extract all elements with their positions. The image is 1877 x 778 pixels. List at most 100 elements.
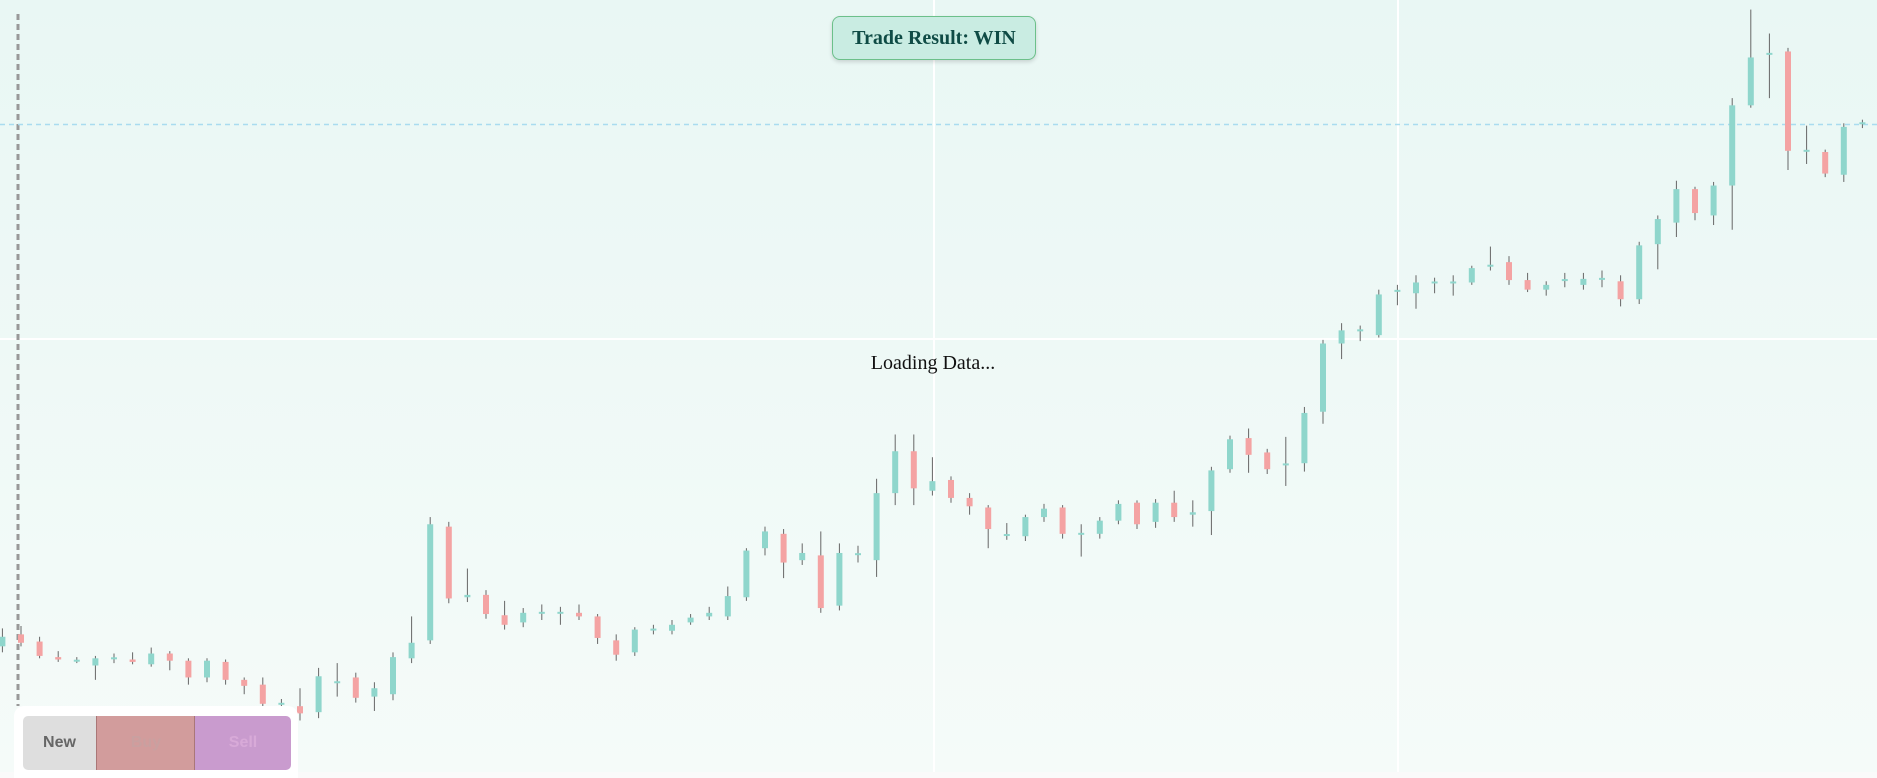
candle-body	[464, 594, 471, 598]
candle-body	[1096, 520, 1103, 534]
candle-body	[687, 617, 694, 623]
candle-body	[1450, 281, 1457, 284]
candle-body	[1729, 105, 1736, 186]
candle-body	[185, 660, 192, 678]
candle-body	[297, 706, 303, 714]
candle-body	[1208, 470, 1215, 512]
candle-body	[204, 660, 210, 678]
candle-body	[873, 493, 880, 561]
candle-body	[929, 481, 936, 491]
candle-body	[948, 479, 954, 498]
candle-body	[148, 653, 155, 665]
candle-body	[1152, 502, 1159, 522]
candle-body	[1301, 412, 1308, 464]
candle-body	[278, 702, 285, 705]
candle-body	[408, 642, 415, 659]
candle-body	[427, 524, 434, 641]
candle-body	[669, 624, 675, 631]
candle-body	[1487, 264, 1494, 267]
candle-body	[1189, 512, 1196, 515]
candle-body	[92, 658, 99, 666]
candle-body	[1543, 284, 1550, 290]
candle-body	[836, 552, 843, 606]
candle-body	[390, 657, 396, 695]
candle-body	[855, 553, 861, 556]
candle-body	[650, 628, 657, 631]
candle-body	[1710, 185, 1717, 216]
candle-body	[1468, 268, 1475, 283]
candle-body	[1282, 463, 1289, 466]
new-button[interactable]: New	[23, 716, 96, 770]
candle-body	[724, 596, 731, 617]
candle-body	[1580, 278, 1587, 285]
candle-body	[799, 552, 806, 561]
candle-body	[1134, 502, 1140, 525]
trade-result: Trade Result: WIN	[832, 16, 1036, 60]
candle-body	[111, 657, 117, 660]
buy-button[interactable]: Buy	[96, 716, 195, 770]
candle-body	[743, 550, 750, 598]
candle-body	[1227, 439, 1233, 470]
candle-body	[1692, 189, 1698, 214]
candle-body	[1840, 126, 1847, 175]
candle-body	[1803, 149, 1810, 152]
candle-body	[1636, 245, 1643, 300]
candle-body	[55, 657, 62, 660]
candle-body	[0, 636, 6, 647]
candle-body	[73, 659, 80, 662]
candle-body	[780, 533, 787, 563]
candle-body	[576, 612, 582, 617]
candle-body	[1506, 262, 1512, 281]
sell-button[interactable]: Sell	[194, 716, 291, 770]
candle-body	[1524, 280, 1531, 290]
candle-body	[538, 611, 545, 614]
candle-body	[910, 451, 917, 489]
candle-body	[892, 451, 899, 494]
candle-body	[762, 531, 768, 549]
candle-body	[315, 676, 322, 713]
candle-body	[1859, 122, 1866, 125]
candle-body	[334, 681, 341, 684]
candle-body	[1561, 279, 1568, 282]
candle-body	[18, 634, 24, 643]
candle-body	[1003, 534, 1010, 537]
candle-body	[966, 497, 973, 507]
candle-body	[1747, 57, 1754, 106]
candle-body	[985, 507, 992, 530]
candle-body	[520, 612, 527, 623]
candle-body	[1171, 502, 1178, 518]
candle-body	[36, 641, 43, 656]
candle-body	[1338, 330, 1345, 344]
button-panel: New Buy Sell	[14, 706, 298, 778]
candle-body	[1059, 507, 1066, 534]
candle-body	[1022, 517, 1029, 537]
candle-body	[1357, 329, 1364, 332]
candle-body	[1264, 452, 1271, 470]
candle-body	[1078, 532, 1085, 535]
candle-body	[1245, 438, 1252, 455]
candle-body	[557, 611, 564, 614]
loading-text: Loading Data...	[870, 352, 996, 374]
candle-body	[445, 526, 452, 599]
candle-body	[594, 616, 601, 638]
candle-body	[631, 629, 638, 653]
candle-body	[259, 684, 266, 704]
candle-body	[501, 615, 508, 625]
candle-body	[1785, 51, 1791, 151]
candle-body	[1394, 289, 1401, 292]
candle-body	[1617, 281, 1624, 300]
candle-body	[1041, 508, 1047, 518]
candle-body	[1673, 189, 1680, 223]
candle-body	[241, 679, 248, 686]
candle-body	[1431, 281, 1438, 284]
candle-body	[1766, 52, 1773, 55]
candle-body	[1115, 503, 1122, 521]
candle-body	[1599, 277, 1605, 280]
candle-body	[817, 555, 824, 609]
candle-body	[371, 688, 378, 697]
candle-body	[613, 640, 620, 655]
candle-body	[166, 653, 173, 661]
